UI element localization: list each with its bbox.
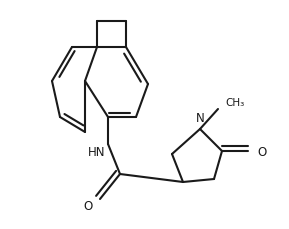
Text: O: O (257, 145, 267, 158)
Text: CH₃: CH₃ (225, 98, 244, 108)
Text: O: O (83, 200, 93, 213)
Text: N: N (196, 111, 204, 124)
Text: HN: HN (88, 145, 106, 158)
